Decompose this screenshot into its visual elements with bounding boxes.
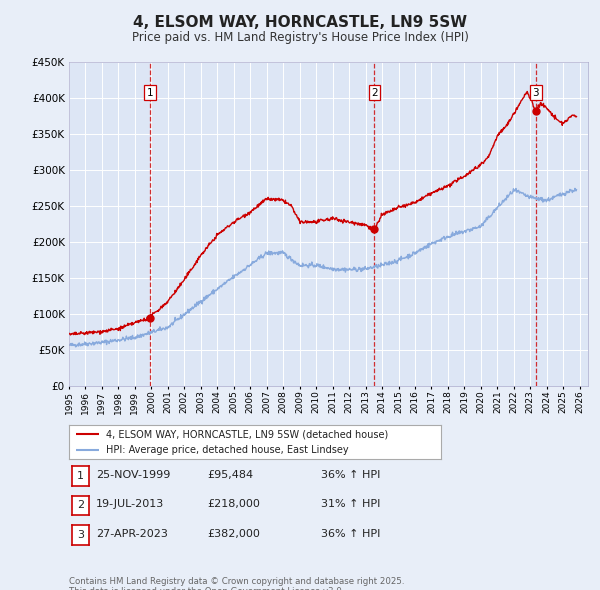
- Text: 36% ↑ HPI: 36% ↑ HPI: [321, 470, 380, 480]
- Text: 3: 3: [532, 88, 539, 98]
- Text: 2: 2: [77, 500, 84, 510]
- Text: 1: 1: [77, 471, 84, 481]
- Text: 4, ELSOM WAY, HORNCASTLE, LN9 5SW (detached house): 4, ELSOM WAY, HORNCASTLE, LN9 5SW (detac…: [106, 429, 388, 439]
- Text: £95,484: £95,484: [207, 470, 253, 480]
- Text: 25-NOV-1999: 25-NOV-1999: [96, 470, 170, 480]
- Text: 4, ELSOM WAY, HORNCASTLE, LN9 5SW: 4, ELSOM WAY, HORNCASTLE, LN9 5SW: [133, 15, 467, 30]
- Text: £218,000: £218,000: [207, 499, 260, 509]
- Text: 31% ↑ HPI: 31% ↑ HPI: [321, 499, 380, 509]
- Text: 3: 3: [77, 530, 84, 540]
- Text: 2: 2: [371, 88, 378, 98]
- Text: 1: 1: [146, 88, 153, 98]
- Text: 19-JUL-2013: 19-JUL-2013: [96, 499, 164, 509]
- Text: Contains HM Land Registry data © Crown copyright and database right 2025.
This d: Contains HM Land Registry data © Crown c…: [69, 577, 404, 590]
- Text: £382,000: £382,000: [207, 529, 260, 539]
- Text: HPI: Average price, detached house, East Lindsey: HPI: Average price, detached house, East…: [106, 445, 349, 455]
- Text: 36% ↑ HPI: 36% ↑ HPI: [321, 529, 380, 539]
- Text: Price paid vs. HM Land Registry's House Price Index (HPI): Price paid vs. HM Land Registry's House …: [131, 31, 469, 44]
- Text: 27-APR-2023: 27-APR-2023: [96, 529, 168, 539]
